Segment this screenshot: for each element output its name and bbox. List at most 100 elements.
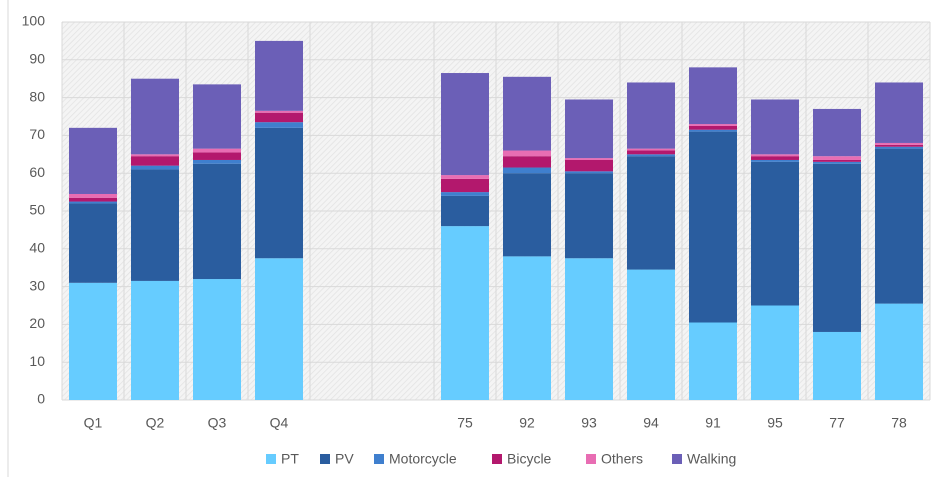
bar-segment [503,256,551,400]
bar-segment [565,258,613,400]
legend-label: Bicycle [507,451,552,467]
bar-segment [627,82,675,149]
bar-segment [131,280,179,400]
bar-segment [875,303,923,400]
y-tick-label: 30 [29,277,45,293]
legend-label: Others [601,451,643,467]
x-tick-label: Q3 [208,415,227,431]
bar-segment [69,193,117,198]
bar-segment [131,154,179,157]
bar-segment [69,201,117,204]
bar-segment [503,167,551,174]
legend-swatch [586,454,596,464]
bar-segment [503,173,551,257]
bar-segment [131,78,179,155]
bar-segment [627,148,675,151]
bar-segment [565,171,613,174]
bar-segment [441,175,489,179]
bar-segment [813,163,861,332]
bar-segment [255,127,303,259]
bar-segment [441,192,489,196]
bar-segment [875,144,923,147]
x-tick-label: 91 [705,415,721,431]
legend-label: Motorcycle [389,451,457,467]
legend-label: PT [281,451,299,467]
bar-segment [689,131,737,323]
bar-segment [627,156,675,270]
bar-segment [875,146,923,149]
legend-label: PV [335,451,354,467]
bar-segment [875,148,923,304]
y-tick-label: 20 [29,315,45,331]
x-tick-label: Q1 [84,415,103,431]
bar-segment [441,226,489,400]
legend-swatch [672,454,682,464]
bar-segment [69,197,117,202]
bar-segment [875,142,923,145]
bar-segment [69,203,117,283]
bar-segment [193,148,241,153]
y-tick-label: 90 [29,51,45,67]
bar-segment [751,161,799,306]
bar-segment [813,331,861,400]
x-tick-label: 92 [519,415,535,431]
y-tick-label: 60 [29,164,45,180]
bar-segment [131,165,179,170]
y-tick-label: 80 [29,88,45,104]
bar-segment [751,159,799,162]
bar-segment [875,82,923,143]
bar-segment [441,73,489,176]
bar-segment [565,158,613,160]
bar-segment [193,152,241,160]
x-tick-label: 94 [643,415,659,431]
y-tick-label: 40 [29,240,45,256]
bar-segment [193,159,241,164]
x-tick-label: 93 [581,415,597,431]
bar-segment [255,112,303,123]
x-tick-label: 95 [767,415,783,431]
x-tick-label: 78 [891,415,907,431]
bar-segment [813,161,861,164]
bar-segment [627,150,675,155]
bar-segment [565,173,613,259]
legend-swatch [320,454,330,464]
y-tick-label: 10 [29,353,45,369]
y-tick-label: 70 [29,126,45,142]
bar-segment [193,163,241,280]
bar-segment [627,269,675,400]
bar-segment [69,127,117,194]
bar-segment [689,67,737,125]
bar-segment [193,84,241,149]
bar-segment [255,110,303,113]
legend-label: Walking [687,451,736,467]
bar-segment [751,156,799,160]
bar-segment [503,150,551,157]
bar-segment [565,99,613,159]
bar-segment [131,156,179,166]
y-tick-label: 0 [37,391,45,407]
x-tick-label: 75 [457,415,473,431]
x-tick-label: Q4 [270,415,289,431]
bar-segment [689,124,737,126]
bar-segment [813,108,861,157]
x-tick-label: 77 [829,415,845,431]
bar-segment [131,169,179,281]
bar-segment [689,125,737,130]
bar-segment [255,40,303,111]
legend-swatch [266,454,276,464]
bar-segment [689,322,737,400]
x-tick-label: Q2 [146,415,165,431]
legend-swatch [374,454,384,464]
bar-segment [441,195,489,227]
bar-segment [751,154,799,157]
bar-segment [69,282,117,400]
bar-segment [751,305,799,400]
bar-segment [503,76,551,151]
y-tick-label: 100 [22,13,46,29]
bar-segment [565,159,613,172]
bar-segment [627,154,675,157]
legend-swatch [492,454,502,464]
y-tick-label: 50 [29,202,45,218]
bar-segment [193,279,241,400]
